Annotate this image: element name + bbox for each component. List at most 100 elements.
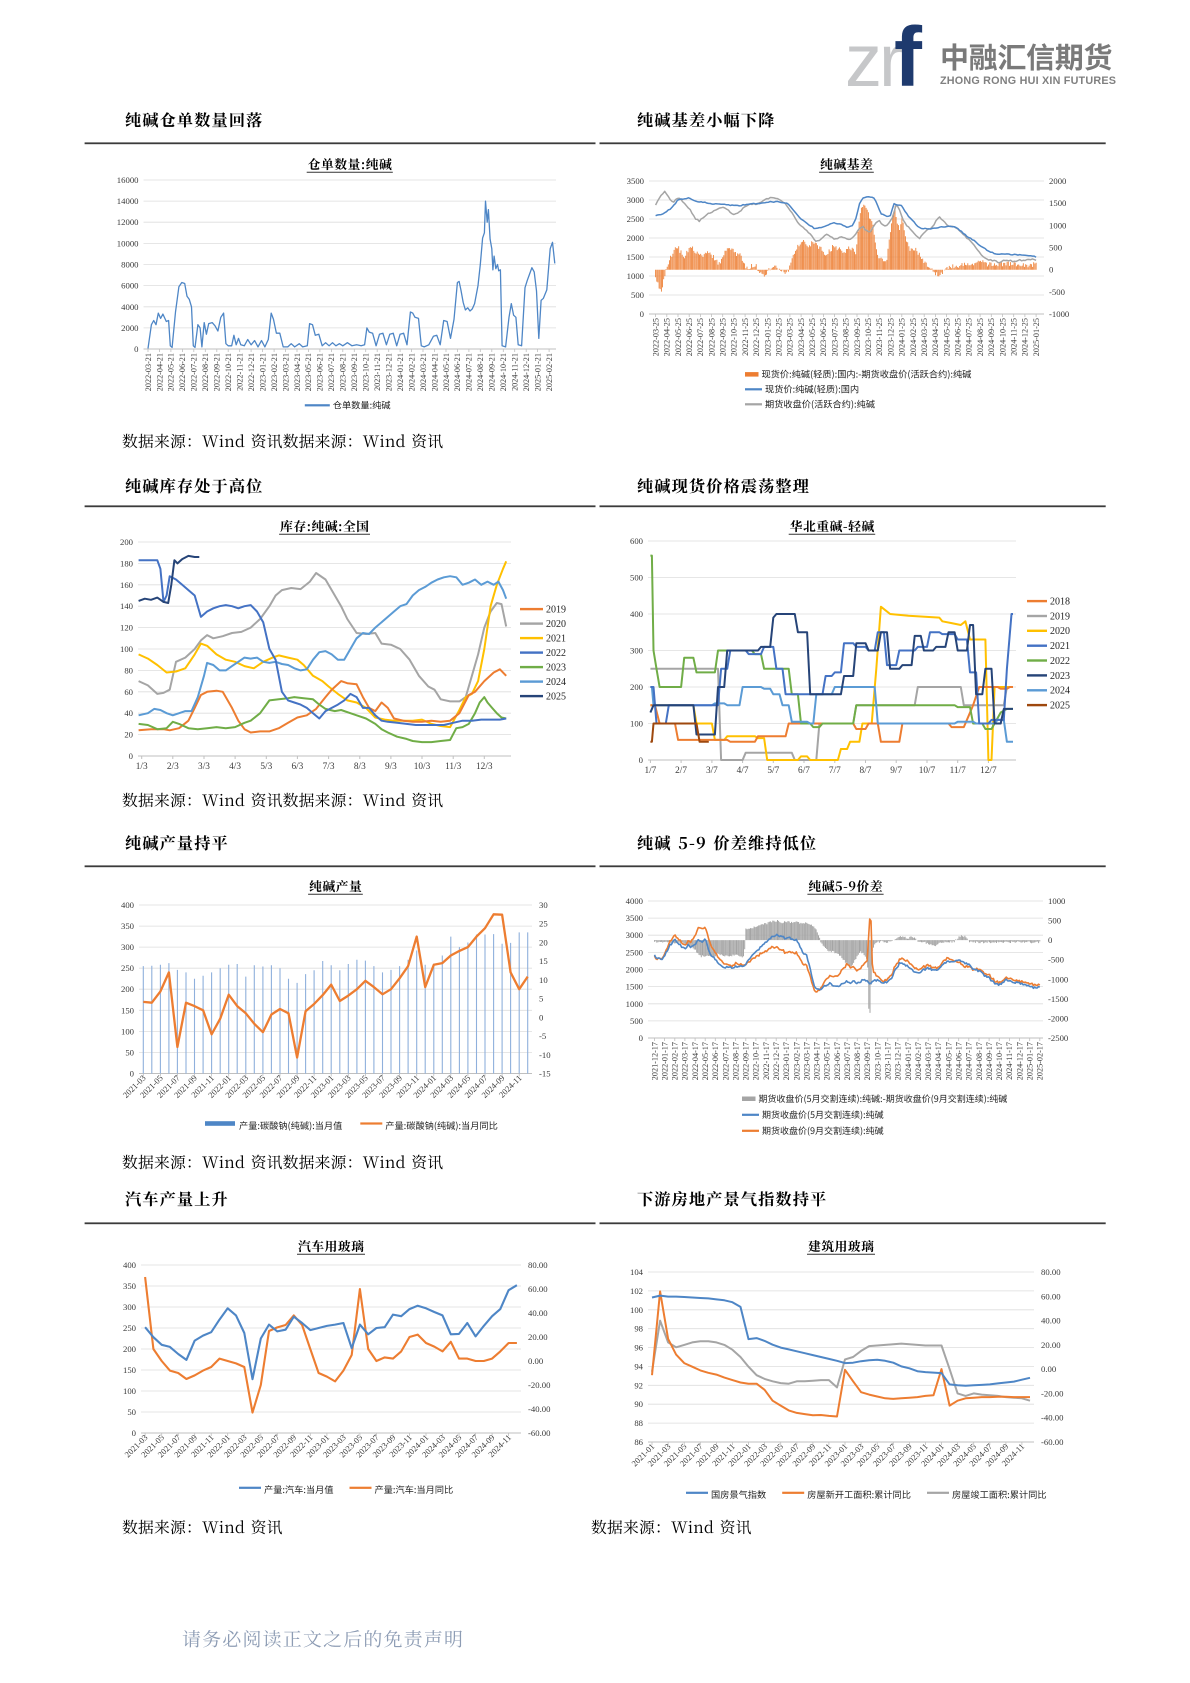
svg-text:2024: 2024 [1050, 686, 1070, 697]
svg-text:0: 0 [539, 1012, 544, 1022]
svg-text:140: 140 [120, 601, 134, 611]
svg-text:2024-11-21: 2024-11-21 [511, 353, 520, 391]
svg-text:20.00: 20.00 [1041, 1340, 1061, 1350]
svg-text:2024-09-17: 2024-09-17 [985, 1042, 994, 1080]
svg-text:350: 350 [123, 1281, 137, 1291]
svg-text:2022-07-17: 2022-07-17 [721, 1042, 730, 1080]
svg-text:2023-05-25: 2023-05-25 [808, 318, 817, 356]
svg-text:2024-04-17: 2024-04-17 [934, 1042, 943, 1080]
svg-text:5/3: 5/3 [260, 762, 272, 772]
svg-text:2/7: 2/7 [675, 766, 687, 776]
svg-text:9/3: 9/3 [385, 762, 397, 772]
svg-text:2024-07-17: 2024-07-17 [965, 1042, 974, 1080]
svg-text:80: 80 [124, 665, 133, 675]
svg-text:2021: 2021 [546, 634, 566, 645]
svg-text:2022-08-21: 2022-08-21 [201, 353, 210, 391]
svg-text:2024-01-21: 2024-01-21 [396, 353, 405, 391]
svg-text:2022-10-17: 2022-10-17 [752, 1042, 761, 1080]
svg-text:2022-05-17: 2022-05-17 [701, 1042, 710, 1080]
svg-text:2024-10-17: 2024-10-17 [995, 1042, 1004, 1080]
svg-text:2000: 2000 [121, 323, 139, 333]
svg-text:-15: -15 [539, 1069, 551, 1079]
svg-text:2022-06-17: 2022-06-17 [711, 1042, 720, 1080]
svg-text:2023-01-17: 2023-01-17 [782, 1042, 791, 1080]
svg-text:2020: 2020 [546, 619, 566, 630]
svg-text:60.00: 60.00 [528, 1284, 548, 1294]
svg-text:2024-09-21: 2024-09-21 [488, 353, 497, 391]
svg-text:2024-04-21: 2024-04-21 [430, 353, 439, 391]
svg-text:2/3: 2/3 [167, 762, 179, 772]
svg-text:12000: 12000 [117, 217, 139, 227]
svg-text:2024-12-25: 2024-12-25 [1021, 318, 1030, 356]
svg-text:2022-07-25: 2022-07-25 [696, 318, 705, 356]
svg-text:8/3: 8/3 [354, 762, 366, 772]
svg-text:2025-01-17: 2025-01-17 [1026, 1042, 1035, 1080]
svg-text:-20.00: -20.00 [1041, 1388, 1064, 1398]
svg-text:1/7: 1/7 [644, 766, 656, 776]
svg-text:1500: 1500 [1049, 198, 1067, 208]
svg-text:2023-04-21: 2023-04-21 [293, 353, 302, 391]
svg-text:200: 200 [630, 682, 644, 692]
svg-text:2024-09-25: 2024-09-25 [987, 318, 996, 356]
svg-text:2500: 2500 [626, 947, 644, 957]
svg-text:2022-09-17: 2022-09-17 [742, 1042, 751, 1080]
svg-text:1500: 1500 [627, 252, 645, 262]
svg-text:90: 90 [634, 1399, 643, 1409]
svg-text:2023-12-17: 2023-12-17 [894, 1042, 903, 1080]
svg-text:2024-05-25: 2024-05-25 [942, 318, 951, 356]
svg-text:500: 500 [1048, 916, 1062, 926]
svg-text:2023-11-21: 2023-11-21 [373, 353, 382, 391]
svg-text:2024-03-21: 2024-03-21 [419, 353, 428, 391]
svg-text:2022-10-25: 2022-10-25 [730, 318, 739, 356]
svg-text:2022-09-25: 2022-09-25 [719, 318, 728, 356]
svg-text:2023-01-21: 2023-01-21 [258, 353, 267, 391]
svg-text:f: f [894, 10, 923, 104]
svg-text:40: 40 [124, 708, 133, 718]
svg-text:4000: 4000 [626, 896, 644, 906]
svg-text:-1500: -1500 [1048, 994, 1069, 1004]
svg-text:300: 300 [121, 942, 135, 952]
svg-text:2000: 2000 [626, 965, 644, 975]
svg-text:4/3: 4/3 [229, 762, 241, 772]
svg-text:10/7: 10/7 [919, 766, 936, 776]
svg-text:0: 0 [1049, 265, 1054, 275]
svg-text:2023-09-25: 2023-09-25 [853, 318, 862, 356]
svg-text:2022-06-21: 2022-06-21 [178, 353, 187, 391]
svg-text:2500: 2500 [627, 214, 645, 224]
svg-text:0: 0 [639, 1033, 644, 1043]
svg-text:120: 120 [120, 623, 134, 633]
svg-text:-500: -500 [1049, 287, 1066, 297]
svg-text:2022-04-25: 2022-04-25 [663, 318, 672, 356]
svg-text:2022-09-21: 2022-09-21 [213, 353, 222, 391]
svg-text:2020: 2020 [1050, 626, 1070, 637]
svg-text:2023-02-25: 2023-02-25 [775, 318, 784, 356]
svg-text:4000: 4000 [121, 302, 139, 312]
svg-text:2021: 2021 [1050, 641, 1070, 652]
svg-text:2023-07-17: 2023-07-17 [843, 1042, 852, 1080]
svg-text:2022-08-17: 2022-08-17 [731, 1042, 740, 1080]
svg-text:1000: 1000 [1048, 896, 1066, 906]
svg-text:2024-03-17: 2024-03-17 [924, 1042, 933, 1080]
svg-text:2023: 2023 [546, 663, 566, 674]
svg-text:2023-10-17: 2023-10-17 [873, 1042, 882, 1080]
svg-text:20: 20 [539, 937, 548, 947]
svg-text:2022-01-17: 2022-01-17 [660, 1042, 669, 1080]
svg-text:2024-08-21: 2024-08-21 [476, 353, 485, 391]
svg-text:2022: 2022 [1050, 656, 1070, 667]
svg-text:2024-06-17: 2024-06-17 [955, 1042, 964, 1080]
svg-text:2024-02-17: 2024-02-17 [914, 1042, 923, 1080]
svg-text:100: 100 [121, 1026, 135, 1036]
svg-text:12/7: 12/7 [980, 766, 997, 776]
svg-text:0: 0 [132, 1428, 137, 1438]
svg-text:3/3: 3/3 [198, 762, 210, 772]
svg-text:4/7: 4/7 [737, 766, 749, 776]
svg-text:2025-02-21: 2025-02-21 [545, 353, 554, 391]
svg-text:2022-02-17: 2022-02-17 [671, 1042, 680, 1080]
svg-text:20.00: 20.00 [528, 1332, 548, 1342]
svg-text:2023-08-21: 2023-08-21 [339, 353, 348, 391]
svg-text:30: 30 [539, 900, 548, 910]
svg-text:100: 100 [120, 644, 134, 654]
svg-text:2024-08-17: 2024-08-17 [975, 1042, 984, 1080]
svg-text:3000: 3000 [626, 930, 644, 940]
svg-text:80.00: 80.00 [528, 1260, 548, 1270]
